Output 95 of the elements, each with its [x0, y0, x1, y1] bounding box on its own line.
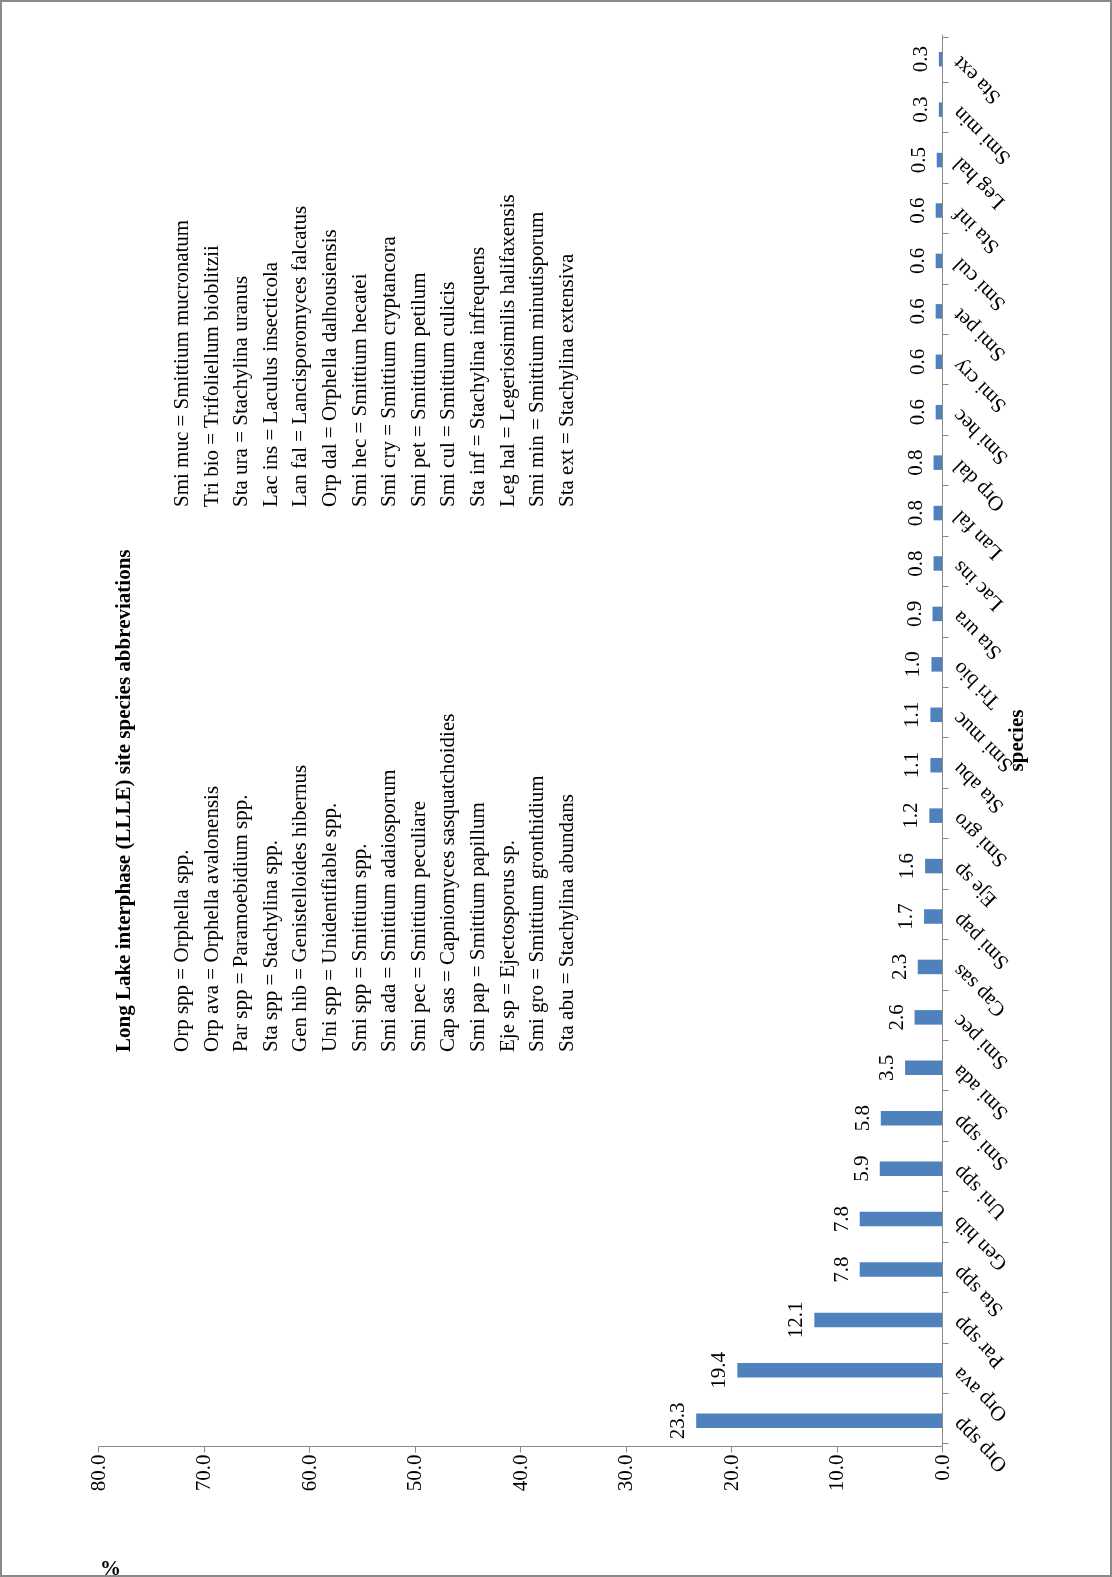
- data-label: 0.3: [907, 96, 932, 123]
- bar: [905, 1060, 942, 1076]
- annotation: Cap sas = Capniomyces sasquatchoidies: [435, 713, 460, 1052]
- data-label: 5.9: [848, 1155, 873, 1182]
- bar: [931, 657, 942, 672]
- annotation: Orp ava = Orphella avalonensis: [198, 785, 223, 1052]
- bar: [737, 1363, 942, 1378]
- x-tick-label: 10.0: [824, 1454, 848, 1492]
- annotation: Smi ada = Smittium adaiosporum: [376, 769, 401, 1052]
- bar: [930, 757, 942, 773]
- x-tick-label: 80.0: [85, 1454, 110, 1492]
- data-label: 19.4: [706, 1351, 731, 1389]
- annotation: Tri bio = Trifoliellum bioblitzii: [198, 244, 223, 507]
- annotation: Smi pap = Smittium papillum: [465, 802, 489, 1052]
- x-tick-label: 50.0: [402, 1454, 426, 1492]
- annotation: Sta spp = Stachylina spp.: [257, 840, 282, 1052]
- data-label: 0.3: [907, 46, 932, 73]
- annotation: Orp spp = Orphella spp.: [169, 849, 193, 1052]
- bar: [929, 808, 942, 823]
- data-label: 1.6: [894, 852, 919, 880]
- bar: [938, 102, 942, 117]
- data-label: 0.6: [904, 197, 929, 224]
- annotation: Sta abu = Stachylina abundans: [553, 794, 578, 1052]
- x-tick-label: 40.0: [507, 1454, 532, 1492]
- data-label: 1.0: [900, 651, 925, 678]
- data-label: 0.8: [902, 499, 927, 527]
- data-label: 2.6: [883, 1004, 908, 1031]
- bar: [696, 1413, 942, 1429]
- data-label: 0.5: [905, 146, 930, 174]
- bar: [935, 203, 942, 218]
- bar: [933, 556, 942, 571]
- text: Long Lake interphase (LLLE) site species abbreviations: [111, 549, 135, 1052]
- data-label: 12.1: [783, 1301, 808, 1339]
- annotation: Eje sp = Ejectosporus sp.: [494, 840, 519, 1052]
- x-tick-label: 0.0: [929, 1454, 954, 1481]
- annotation: Orp dal = Orphella dalhousiensis: [317, 229, 341, 507]
- data-label: 23.3: [665, 1402, 690, 1440]
- x-tick-label: 20.0: [718, 1454, 743, 1492]
- data-label: 1.1: [899, 701, 924, 728]
- bar: [935, 253, 942, 269]
- annotation: Sta ura = Stachylina uranus: [228, 275, 253, 507]
- data-label: 0.6: [904, 247, 929, 275]
- annotation: Sta inf = Stachylina infrequens: [465, 246, 489, 507]
- annotation: Smi gro = Smittium gronthidium: [524, 775, 549, 1052]
- annotation: Uni spp = Unidentifiable spp.: [317, 802, 341, 1052]
- bar: [936, 152, 942, 168]
- bar: [938, 51, 942, 67]
- annotation: Smi hec = Smittium hecatei: [346, 273, 371, 507]
- x-tick-label: 70.0: [191, 1454, 215, 1492]
- bar: [933, 455, 942, 470]
- annotation: Leg hal = Legeriosimilis halifaxensis: [494, 194, 519, 507]
- annotation: Smi pet = Smittium petilum: [405, 272, 430, 507]
- annotation: Lan fal = Lancisporomyces falcatus: [287, 205, 312, 507]
- annotation: Sta ext = Stachylina extensiva: [553, 253, 578, 507]
- bar: [935, 304, 942, 319]
- bar: [935, 404, 942, 420]
- bar: [933, 505, 942, 521]
- annotation: Smi cry = Smittium cryptancora: [376, 235, 401, 507]
- bar: [925, 858, 942, 874]
- annotation: Smi pec = Smittium peculiare: [405, 801, 430, 1052]
- data-label: 7.8: [828, 1205, 853, 1233]
- annotation: Par spp = Paramoebidium spp.: [228, 794, 253, 1052]
- data-label: 5.8: [849, 1105, 874, 1132]
- bar: [859, 1262, 942, 1277]
- bar: [814, 1312, 942, 1328]
- data-label: 1.1: [899, 752, 924, 779]
- data-label: 3.5: [874, 1054, 899, 1081]
- bar: [859, 1211, 942, 1227]
- x-tick-label: 30.0: [613, 1454, 637, 1492]
- data-label: 0.8: [902, 449, 927, 476]
- bar: [932, 606, 942, 622]
- annotation: Smi spp = Smittium spp.: [346, 843, 371, 1052]
- x-axis-title: %: [100, 1555, 121, 1577]
- data-label: 1.7: [893, 903, 918, 930]
- bar: [930, 707, 942, 723]
- x-tick-label: 60.0: [296, 1454, 321, 1492]
- bar: [880, 1110, 942, 1126]
- data-label: 7.8: [828, 1256, 853, 1283]
- data-label: 0.8: [902, 550, 927, 577]
- annotation: Smi min = Smittium minutisporum: [524, 211, 549, 507]
- bar: [879, 1161, 942, 1176]
- data-label: 0.6: [904, 399, 929, 426]
- bar: [917, 959, 942, 975]
- annotation: Gen hib = Genistelloides hibernus: [287, 764, 312, 1052]
- data-label: 2.3: [886, 953, 911, 981]
- data-label: 0.9: [901, 600, 926, 628]
- annotation: Lac ins = Laculus insecticola: [257, 261, 282, 507]
- data-label: 0.6: [904, 348, 929, 375]
- annotation: Smi muc = Smittium mucronatum: [169, 219, 193, 507]
- data-label: 1.2: [898, 802, 923, 829]
- bar: [935, 354, 942, 370]
- bar: [924, 909, 942, 924]
- bar: [914, 1010, 942, 1025]
- data-label: 0.6: [904, 298, 929, 325]
- annotation: Smi cul = Smittium culicis: [435, 281, 460, 507]
